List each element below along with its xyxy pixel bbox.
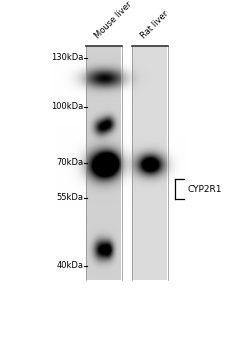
Text: 55kDa: 55kDa	[57, 193, 84, 202]
Text: 70kDa: 70kDa	[57, 158, 84, 167]
Text: 40kDa: 40kDa	[57, 261, 84, 271]
Text: 130kDa: 130kDa	[51, 53, 84, 62]
Text: 100kDa: 100kDa	[51, 102, 84, 111]
Text: CYP2R1: CYP2R1	[187, 184, 222, 194]
Text: Rat liver: Rat liver	[139, 9, 171, 40]
Text: Mouse liver: Mouse liver	[94, 0, 134, 40]
